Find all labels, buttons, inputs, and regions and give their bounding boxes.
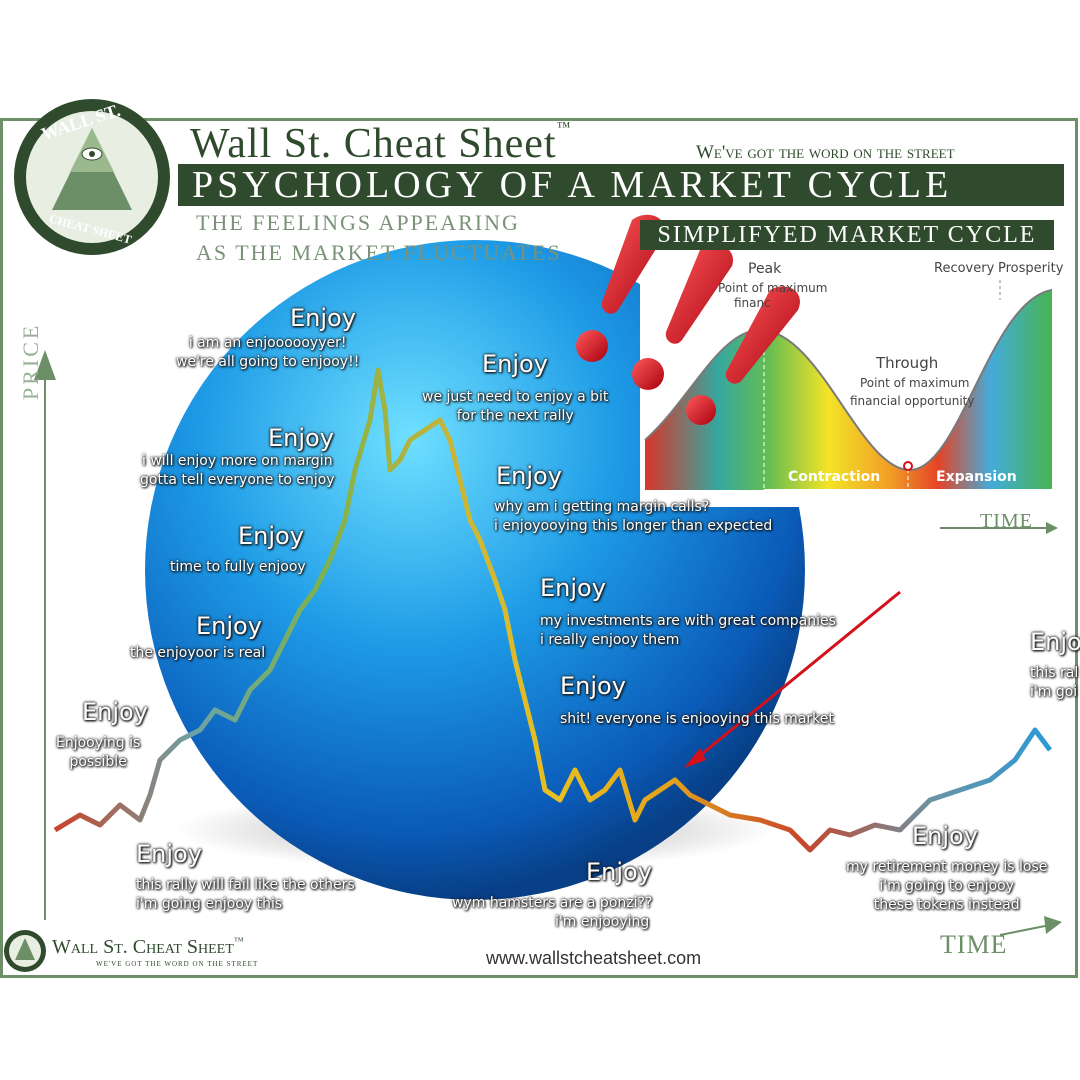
- inset-through-desc-2: financial opportunity: [850, 394, 975, 408]
- annotation-5-title: Enjoy: [238, 522, 304, 550]
- inset-recovery: Recovery: [934, 261, 995, 276]
- annotation-2-text: we just need to enjoy a bit for the next …: [422, 389, 609, 424]
- inset-peak: Peak: [748, 261, 782, 277]
- annotation-13-title: Enjo: [1030, 628, 1080, 656]
- inset-through-desc-1: Point of maximum: [860, 376, 970, 390]
- price-line: [53, 367, 1052, 853]
- time-axis-label: TIME: [940, 930, 1008, 959]
- footer-logo-icon: [4, 930, 46, 972]
- subtitle-line1: THE FEELINGS APPEARING: [196, 210, 520, 235]
- headline: PSYCHOLOGY OF A MARKET CYCLE: [178, 164, 1064, 206]
- inset-peak-desc-2: financ: [734, 296, 771, 310]
- annotation-11-text: wym hamsters are a ponzi?? i'm enjooying: [452, 895, 653, 930]
- time-axis-arrow: [1044, 916, 1062, 934]
- footer-url[interactable]: www.wallstcheatsheet.com: [486, 948, 702, 968]
- inset-peak-desc-1: Point of maximum: [718, 281, 828, 295]
- annotation-6-title: Enjoy: [540, 574, 606, 602]
- annotation-2-title: Enjoy: [482, 350, 548, 378]
- price-axis-arrow: [34, 350, 56, 380]
- inset-prosperity: Prosperity: [998, 261, 1064, 276]
- annotation-9-text: Enjooying is possible: [56, 735, 141, 770]
- subtitle-line2: AS THE MARKET FLUCTUATES: [196, 240, 562, 265]
- annotation-7-title: Enjoy: [196, 612, 262, 640]
- inset-expansion: Expansion: [936, 469, 1017, 485]
- annotation-8-title: Enjoy: [560, 672, 626, 700]
- inset-contraction: Contraction: [788, 469, 881, 485]
- annotation-13-text: this ral i'm goi: [1030, 665, 1079, 700]
- footer-tagline: We've got the word on the street: [96, 960, 259, 968]
- annotation-1-text: i am an enjoooooyyer! we're all going to …: [176, 335, 360, 370]
- red-arrow-icon: [691, 590, 901, 764]
- price-axis-label: PRICE: [18, 322, 43, 400]
- annotation-10-text: this rally will fail like the others i'm …: [136, 877, 355, 912]
- annotation-8-text: shit! everyone is enjooying this market: [560, 711, 834, 727]
- annotation-9-title: Enjoy: [82, 698, 148, 726]
- annotation-6-text: my investments are with great companies i…: [540, 613, 836, 648]
- inset-title: SIMPLIFYED MARKET CYCLE: [640, 220, 1054, 250]
- poster-frame: [0, 118, 1078, 978]
- annotation-3-title: Enjoy: [268, 424, 334, 452]
- annotation-4-title: Enjoy: [496, 462, 562, 490]
- exclamation-marks-icon: [576, 214, 800, 425]
- annotation-4-text: why am i getting margin calls? i enjoyooy…: [494, 499, 773, 534]
- inset-through: Through: [876, 354, 939, 372]
- all-seeing-eye-pyramid-icon: [14, 99, 170, 255]
- footer-brand: Wall St. Cheat Sheet™: [52, 936, 244, 958]
- annotation-12-title: Enjoy: [912, 822, 978, 850]
- inset-time-axis: TIME: [980, 510, 1033, 532]
- annotation-7-text: the enjoyoor is real: [130, 645, 266, 661]
- annotation-12-text: my retirement money is lose i'm going to …: [846, 859, 1048, 913]
- brand-tagline: We've got the word on the street: [696, 142, 955, 163]
- annotation-5-text: time to fully enjooy: [170, 559, 306, 575]
- brand-title: Wall St. Cheat Sheet™: [190, 120, 572, 167]
- annotation-11-title: Enjoy: [586, 858, 652, 886]
- annotation-3-text: i will enjoy more on margin gotta tell ev…: [140, 453, 335, 488]
- annotation-10-title: Enjoy: [136, 840, 202, 868]
- annotation-1-title: Enjoy: [290, 304, 356, 332]
